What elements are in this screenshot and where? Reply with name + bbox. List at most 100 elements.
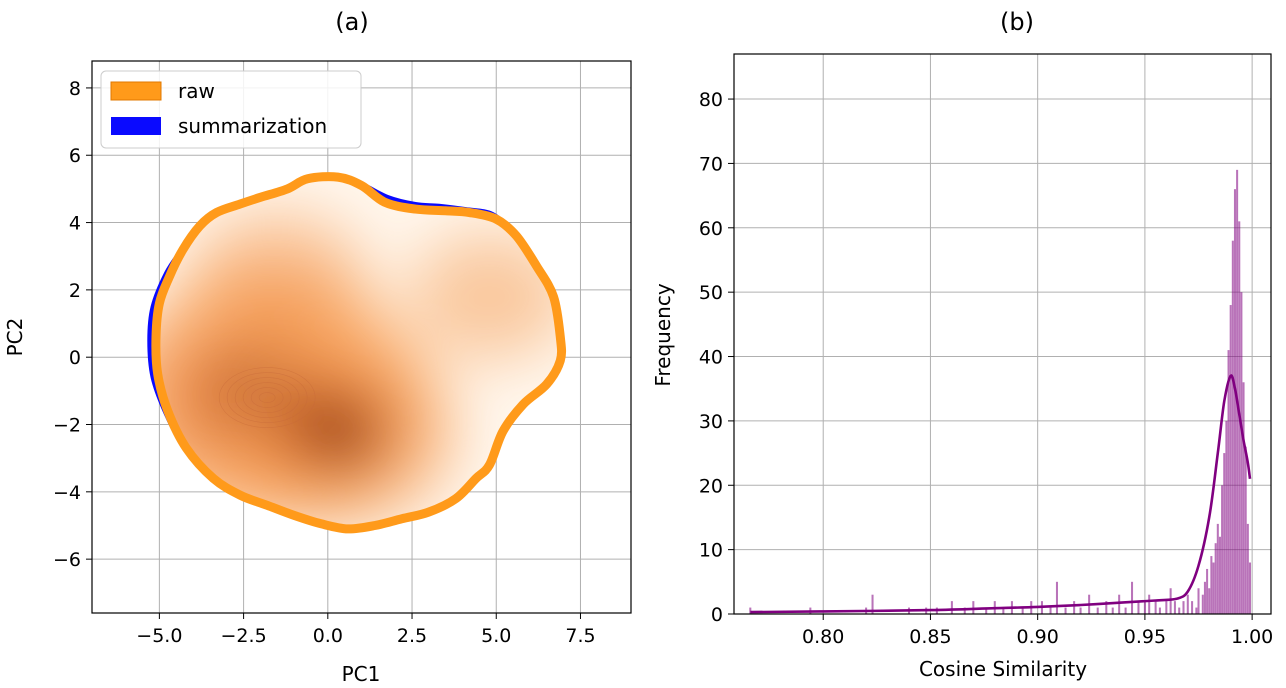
histogram-bar xyxy=(1206,568,1209,614)
y-tick-label: 50 xyxy=(699,282,723,304)
histogram-bar xyxy=(1223,453,1226,614)
panel-b-title: (b) xyxy=(1000,8,1034,36)
x-tick-label: 0.90 xyxy=(1017,626,1059,648)
x-tick-label: 0.85 xyxy=(909,626,951,648)
density-contour-ring xyxy=(242,382,292,413)
histogram-bar xyxy=(1118,594,1121,614)
y-tick-label: 0 xyxy=(711,604,723,626)
density-contour-ring xyxy=(226,372,308,423)
panel-a-ylabel: PC2 xyxy=(3,318,27,357)
histogram-bar xyxy=(1178,607,1181,614)
histogram-bar xyxy=(1154,601,1157,614)
panel-a-x-ticks: −5.0 −2.5 0.0 2.5 5.0 7.5 xyxy=(136,613,596,647)
y-tick-label: −4 xyxy=(53,482,81,504)
histogram-bar xyxy=(1208,588,1211,614)
histogram-bar xyxy=(985,607,988,614)
histogram-bar xyxy=(1210,556,1213,614)
histogram-bar xyxy=(1227,350,1230,614)
histogram-bar xyxy=(1221,485,1224,614)
panel-b-y-ticks: 0 10 20 30 40 50 60 70 80 xyxy=(699,89,734,626)
histogram-bar xyxy=(1233,189,1236,614)
raw-outer-contour xyxy=(151,172,567,534)
histogram-bar xyxy=(1218,536,1221,614)
panel-b: (b) 0.80 0.85 0.90 0.95 1.00 0 10 20 30 40 50 60 70… xyxy=(651,8,1273,681)
panel-b-kde-line xyxy=(750,374,1252,614)
panel-b-frame xyxy=(733,53,1272,615)
histogram-bar xyxy=(1191,601,1194,614)
histogram-bar xyxy=(871,594,874,614)
histogram-bar xyxy=(1049,607,1052,614)
y-tick-label: 20 xyxy=(699,475,723,497)
x-tick-label: 7.5 xyxy=(565,625,595,647)
histogram-bar xyxy=(1131,581,1134,614)
histogram-bar xyxy=(1212,562,1215,614)
density-field xyxy=(155,207,562,529)
y-tick-label: 0 xyxy=(69,347,81,369)
x-tick-label: 0.95 xyxy=(1124,626,1166,648)
x-tick-label: −2.5 xyxy=(221,625,267,647)
histogram-bar xyxy=(1148,594,1151,614)
legend-swatch-raw xyxy=(110,81,162,101)
histogram-bar xyxy=(1137,601,1140,614)
legend-label-summarization: summarization xyxy=(178,114,327,138)
histogram-bar xyxy=(963,607,966,614)
x-tick-label: −5.0 xyxy=(136,625,182,647)
legend-label-raw: raw xyxy=(178,79,215,103)
panel-b-histogram-bars xyxy=(749,169,1252,614)
histogram-bar xyxy=(1124,607,1127,614)
x-tick-label: 0.80 xyxy=(802,626,844,648)
y-tick-label: −2 xyxy=(53,415,81,437)
x-tick-label: 1.00 xyxy=(1231,626,1273,648)
histogram-bar xyxy=(1002,607,1005,614)
panel-b-ylabel: Frequency xyxy=(651,283,675,386)
histogram-bar xyxy=(1248,562,1252,614)
density-blobs xyxy=(155,207,562,529)
histogram-bar xyxy=(972,601,975,614)
y-tick-label: 80 xyxy=(699,89,723,111)
histogram-bar xyxy=(1229,305,1232,614)
histogram-bar xyxy=(1158,607,1161,614)
histogram-bar xyxy=(1225,420,1228,614)
y-tick-label: 40 xyxy=(699,347,723,369)
histogram-bar xyxy=(1186,594,1189,614)
panel-a-title: (a) xyxy=(335,8,368,36)
density-contour-ring xyxy=(258,392,276,403)
histogram-bar xyxy=(950,601,953,614)
histogram-bar xyxy=(1111,607,1114,614)
histogram-bar xyxy=(1021,607,1024,614)
x-tick-label: 2.5 xyxy=(397,625,427,647)
density-contour-ring xyxy=(234,377,300,418)
panel-a: (a) −5.0 −2.5 0.0 2.5 5.0 7.5 −6 −4 −2 0 2 4 6 8 PC1… xyxy=(3,8,632,686)
histogram-bar xyxy=(1073,601,1076,614)
histogram-bar xyxy=(1105,601,1108,614)
density-contour-ring xyxy=(218,367,316,428)
density-contour-ring xyxy=(250,387,284,408)
panel-a-kde-contours xyxy=(147,172,567,534)
histogram-bar xyxy=(1246,523,1249,614)
panel-b-x-ticks: 0.80 0.85 0.90 0.95 1.00 xyxy=(802,614,1273,648)
histogram-bar xyxy=(1096,607,1099,614)
histogram-bar xyxy=(1055,581,1058,614)
histogram-bar xyxy=(1195,607,1198,614)
panel-a-legend: raw summarization xyxy=(100,70,362,149)
panel-a-y-ticks: −6 −4 −2 0 2 4 6 8 xyxy=(53,78,92,571)
y-tick-label: 60 xyxy=(699,218,723,240)
histogram-bar xyxy=(1143,601,1146,614)
y-tick-label: 4 xyxy=(69,213,81,235)
histogram-bar xyxy=(1240,292,1243,614)
y-tick-label: 70 xyxy=(699,153,723,175)
y-tick-label: 30 xyxy=(699,411,723,433)
y-tick-label: 8 xyxy=(69,78,81,100)
x-tick-label: 0.0 xyxy=(313,625,343,647)
density-blob-mid xyxy=(434,255,545,339)
histogram-bar xyxy=(1244,446,1247,614)
y-tick-label: 2 xyxy=(69,280,81,302)
histogram-bar xyxy=(1236,169,1239,614)
legend-swatch-summarization xyxy=(111,117,161,135)
histogram-bar xyxy=(1242,382,1245,614)
y-tick-label: 10 xyxy=(699,540,723,562)
histogram-bar xyxy=(1165,601,1168,614)
panel-a-frame xyxy=(91,60,632,614)
histogram-bar xyxy=(1201,594,1204,614)
histogram-bar xyxy=(1169,588,1172,614)
